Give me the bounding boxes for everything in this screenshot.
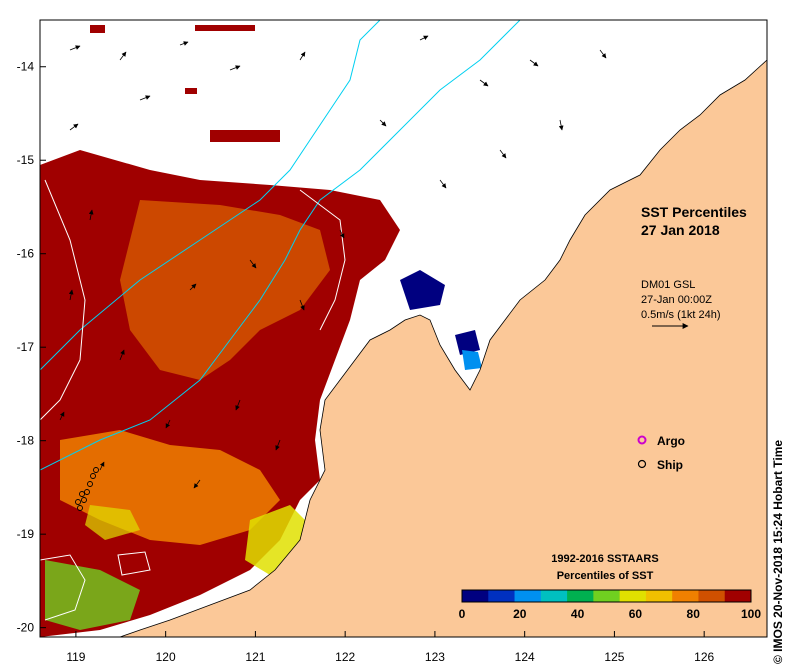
y-tick-label: -14 <box>17 60 35 74</box>
colorbar-swatch <box>462 590 489 602</box>
y-tick-label: -19 <box>17 527 35 541</box>
map-date: 27 Jan 2018 <box>641 222 720 238</box>
y-tick-label: -18 <box>17 434 35 448</box>
isotherm-contour <box>40 179 86 421</box>
y-tick-label: -15 <box>17 153 35 167</box>
sst-speckle <box>185 88 197 94</box>
sst-cold-patch-3 <box>462 350 482 370</box>
x-tick-label: 125 <box>604 650 624 664</box>
x-tick-label: 122 <box>335 650 355 664</box>
colorbar-swatch <box>619 590 647 602</box>
colorbar-tick-label: 60 <box>629 607 643 621</box>
y-tick-label: -17 <box>17 340 35 354</box>
y-tick-label: -16 <box>17 247 35 261</box>
colorbar-swatch <box>488 590 516 602</box>
copyright-notice: © IMOS 20-Nov-2018 15:24 Hobart Time <box>771 439 785 664</box>
current-time-label: 27-Jan 00:00Z <box>641 294 712 306</box>
colorbar <box>461 589 752 603</box>
colorbar-title-1: 1992-2016 SSTAARS <box>551 553 658 565</box>
current-vectors <box>59 35 607 489</box>
bathymetry-contour-2 <box>40 20 521 471</box>
colorbar-tick-label: 80 <box>687 607 701 621</box>
sst-field-yellow-2 <box>85 505 140 540</box>
x-tick-label: 120 <box>156 650 176 664</box>
ship-track <box>75 467 99 511</box>
colorbar-swatch <box>593 590 621 602</box>
colorbar-swatch <box>540 590 568 602</box>
sst-speckle <box>90 25 105 33</box>
colorbar-tick-label: 0 <box>459 607 466 621</box>
colorbar-tick-label: 100 <box>741 607 761 621</box>
current-scale-label: 0.5m/s (1kt 24h) <box>641 309 720 321</box>
x-tick-label: 119 <box>66 650 85 664</box>
x-tick-label: 124 <box>515 650 535 664</box>
isotherm-contour-3 <box>40 554 86 621</box>
isotherm-contour-2 <box>299 189 346 331</box>
ship-marker-icon <box>637 459 647 469</box>
plot-frame <box>39 19 768 638</box>
y-tick-label: -20 <box>17 621 35 635</box>
x-tick-label: 121 <box>245 650 265 664</box>
colorbar-swatch <box>514 590 542 602</box>
colorbar-tick-label: 20 <box>513 607 527 621</box>
sst-speckle <box>210 130 280 142</box>
sst-cold-patch <box>400 270 445 310</box>
ship-legend-label: Ship <box>657 458 683 472</box>
map-title: SST Percentiles <box>641 204 747 220</box>
land-kimberley <box>119 59 767 637</box>
colorbar-ticks: 0 20 40 60 80 100 <box>459 607 762 621</box>
x-tick-label: 126 <box>694 650 714 664</box>
colorbar-swatch <box>567 590 594 602</box>
colorbar-title-2: Percentiles of SST <box>557 570 654 582</box>
colorbar-swatch <box>724 590 752 602</box>
colorbar-swatch <box>645 590 673 602</box>
current-model-label: DM01 GSL <box>641 279 695 291</box>
colorbar-tick-label: 40 <box>571 607 585 621</box>
isotherm-contour-4 <box>117 551 151 576</box>
argo-marker-icon <box>637 435 647 445</box>
colorbar-frame <box>461 589 752 603</box>
x-tick-label: 123 <box>425 650 445 664</box>
sst-field-orange <box>120 200 330 380</box>
colorbar-swatch <box>698 590 726 602</box>
sst-speckle <box>195 25 255 31</box>
x-axis: 119 120 121 122 123 124 125 126 <box>66 631 715 664</box>
sst-cold-patch-2 <box>455 330 480 355</box>
argo-legend-label: Argo <box>657 434 685 448</box>
y-axis: -14 -15 -16 -17 -18 -19 -20 <box>17 60 46 635</box>
bathymetry-contour <box>40 20 381 371</box>
colorbar-swatch <box>672 590 699 602</box>
